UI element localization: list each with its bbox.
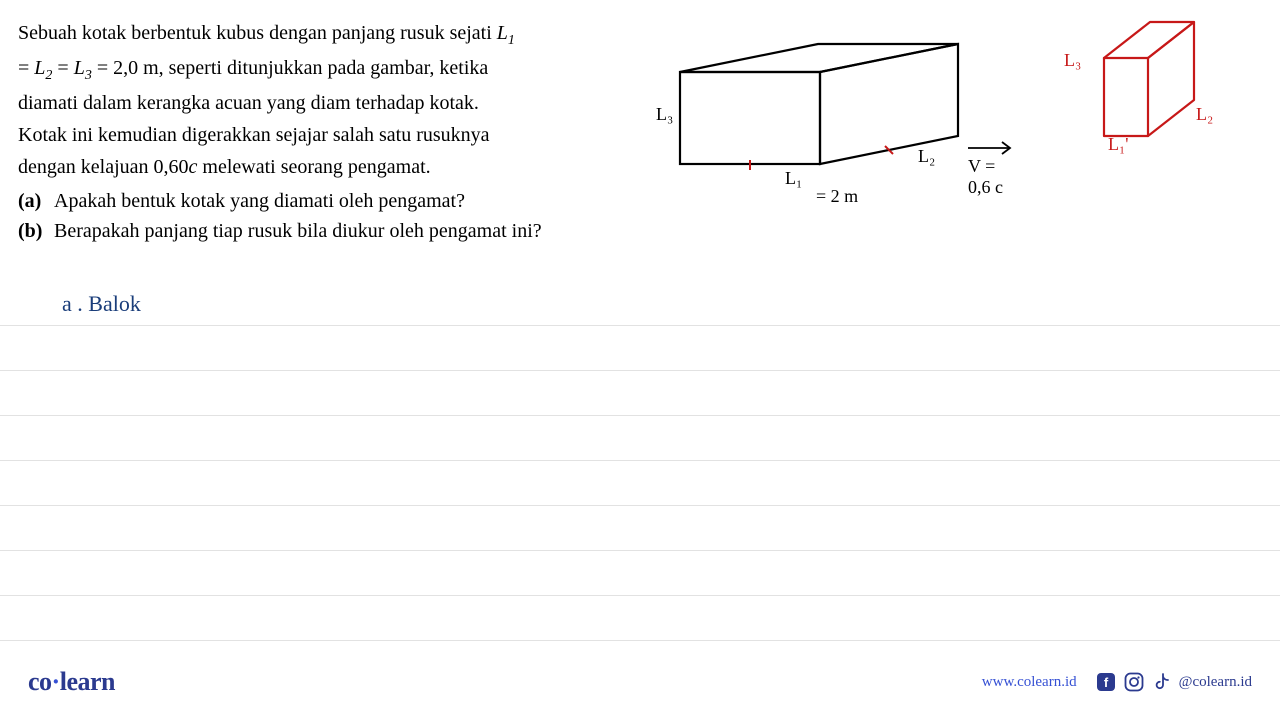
problem-parts: (a) Apakah bentuk kotak yang diamati ole… (18, 186, 658, 246)
problem-line-5: dengan kelajuan 0,60c melewati seorang p… (18, 152, 658, 182)
footer-right: www.colearn.id f @colearn.id (982, 671, 1252, 693)
footer-url: www.colearn.id (982, 674, 1077, 691)
text: Sebuah kotak berbentuk kubus dengan panj… (18, 22, 492, 44)
text: = (57, 57, 68, 79)
part-b: (b) Berapakah panjang tiap rusuk bila di… (18, 216, 658, 246)
ruled-line (0, 505, 1280, 506)
social-handle: @colearn.id (1179, 674, 1252, 691)
answer-area: a . Balok (0, 295, 1280, 635)
ruled-line (0, 550, 1280, 551)
text: = 2,0 m, seperti ditunjukkan pada gambar… (97, 57, 488, 79)
problem-line-1: Sebuah kotak berbentuk kubus dengan panj… (18, 18, 658, 51)
text: = (18, 57, 29, 79)
ruled-line (0, 415, 1280, 416)
logo-learn: learn (60, 667, 115, 696)
tiktok-icon (1151, 671, 1173, 693)
label-eq2m: = 2 m (816, 186, 858, 207)
instagram-icon (1123, 671, 1145, 693)
var-L1: L1 (497, 22, 515, 44)
text: dengan kelajuan 0,60 (18, 156, 189, 178)
text: melewati seorang pengamat. (202, 156, 430, 178)
part-text: Apakah bentuk kotak yang diamati oleh pe… (54, 186, 465, 216)
answer-text: a . Balok (62, 291, 141, 317)
label-red-L2: L₂ (1196, 104, 1213, 125)
social-links: f @colearn.id (1095, 671, 1252, 693)
label-v: V = 0,6 c (968, 156, 1020, 198)
label-L2: L₂ (918, 146, 935, 167)
footer: co·learn www.colearn.id f @colearn.id (0, 662, 1280, 702)
problem-line-4: Kotak ini kemudian digerakkan sejajar sa… (18, 120, 658, 150)
part-a: (a) Apakah bentuk kotak yang diamati ole… (18, 186, 658, 216)
facebook-icon: f (1095, 671, 1117, 693)
part-letter: (b) (18, 216, 46, 246)
ruled-line (0, 595, 1280, 596)
label-red-L3: L₃ (1064, 50, 1081, 71)
ruled-line (0, 325, 1280, 326)
ruled-line (0, 640, 1280, 641)
ruled-line (0, 460, 1280, 461)
ruled-line (0, 370, 1280, 371)
problem-line-2: = L2 = L3 = 2,0 m, seperti ditunjukkan p… (18, 53, 658, 86)
var-L2: L2 (34, 57, 57, 79)
diagram-cuboid: L₃ L₁ = 2 m L₂ V = 0,6 c (670, 28, 1020, 208)
problem-statement: Sebuah kotak berbentuk kubus dengan panj… (18, 18, 658, 246)
svg-text:f: f (1103, 675, 1108, 690)
brand-logo: co·learn (28, 667, 115, 697)
part-letter: (a) (18, 186, 46, 216)
red-cuboid-svg (1060, 10, 1270, 170)
part-text: Berapakah panjang tiap rusuk bila diukur… (54, 216, 542, 246)
logo-co: co (28, 667, 52, 696)
var-L3: L3 (74, 57, 97, 79)
var-c: c (189, 156, 198, 178)
label-red-L1: L₁' (1108, 134, 1129, 155)
logo-dot: · (52, 667, 60, 696)
label-L1: L₁ (785, 168, 802, 189)
label-L3: L₃ (656, 104, 673, 125)
diagram-red-sketch: L₃ L₁' L₂ (1060, 10, 1270, 170)
problem-line-3: diamati dalam kerangka acuan yang diam t… (18, 88, 658, 118)
